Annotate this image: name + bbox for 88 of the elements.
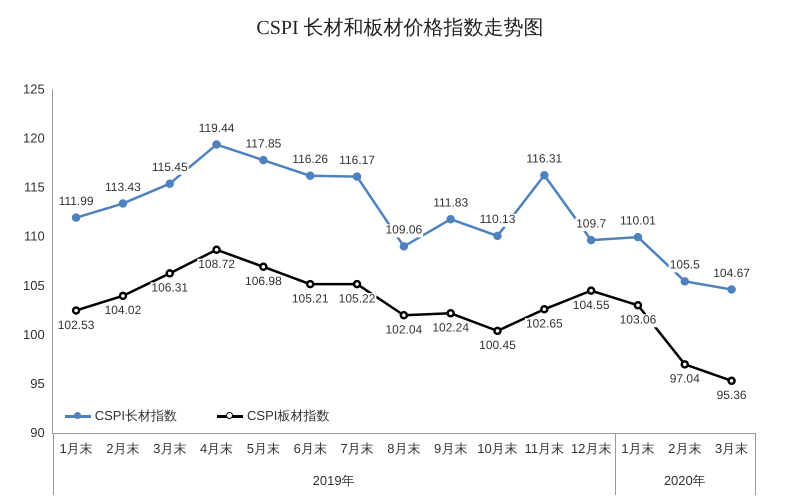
point: [680, 277, 690, 286]
point: [118, 292, 128, 300]
point: [634, 301, 642, 310]
data-label: 113.43: [105, 180, 142, 194]
x-tick-label: 12月末: [570, 440, 612, 456]
x-tick-label: 4月末: [200, 440, 234, 456]
data-label: 102.65: [526, 316, 563, 331]
y-tick-label: 120: [22, 130, 45, 146]
data-label: 110.01: [620, 213, 656, 228]
x-tick-label: 7月末: [340, 440, 374, 456]
data-label: 105.21: [292, 291, 329, 306]
point: [586, 236, 596, 244]
point: [680, 360, 690, 369]
data-label: 108.72: [198, 257, 236, 272]
data-label: 102.24: [432, 320, 470, 335]
text: 2019年: [312, 473, 355, 488]
data-label: 100.45: [479, 338, 516, 352]
point: [118, 199, 128, 208]
point: [352, 172, 362, 181]
y-tick-label: 90: [30, 424, 45, 440]
data-label: 106.31: [151, 280, 188, 295]
data-label: 116.31: [526, 152, 563, 166]
point: [446, 214, 455, 224]
x-tick-label: 1月末: [621, 440, 655, 456]
data-label: 109.06: [385, 222, 423, 237]
point: [306, 280, 314, 288]
y-tick-label: 95: [30, 376, 45, 391]
point: [586, 286, 596, 295]
point: [72, 306, 80, 315]
data-label: 111.83: [433, 196, 468, 210]
data-label: 110.13: [480, 212, 516, 226]
data-label: 106.98: [245, 274, 282, 288]
x-tick-label: 10月末: [477, 440, 518, 456]
data-label: 105.5: [670, 258, 700, 272]
data-label: 104.02: [104, 303, 142, 318]
data-label: 102.04: [385, 322, 423, 337]
point: [540, 305, 549, 314]
point: [493, 326, 502, 336]
legend-label: CSPI板材指数: [247, 407, 330, 426]
x-tick-label: 3月末: [153, 440, 186, 456]
point: [493, 232, 502, 240]
point: [540, 171, 549, 180]
point: [446, 309, 455, 318]
data-label: 104.55: [572, 298, 610, 312]
data-label: 95.36: [716, 388, 747, 402]
data-label: 97.04: [670, 372, 700, 386]
data-label: 104.67: [713, 266, 750, 280]
data-label: 109.7: [576, 216, 606, 230]
x-tick-label: 6月末: [294, 440, 327, 456]
x-tick-label: 9月末: [434, 440, 468, 456]
chart-title: CSPI 长材和板材价格指数走势图: [255, 16, 545, 41]
x-tick-label: 2月末: [106, 440, 140, 456]
y-tick-label: 105: [22, 278, 45, 293]
data-label: 116.17: [339, 152, 376, 167]
legend-label: CSPI长材指数: [94, 407, 178, 426]
text: 2020年: [664, 473, 706, 488]
point: [212, 140, 221, 149]
y-tick-label: 125: [22, 82, 45, 97]
data-label: 105.22: [338, 291, 376, 306]
data-label: 116.26: [292, 152, 328, 166]
data-label: 117.85: [245, 136, 282, 150]
x-tick-label: 2月末: [668, 440, 702, 456]
data-label: 103.06: [620, 312, 657, 327]
x-tick-label: 8月末: [387, 440, 420, 456]
point: [259, 156, 268, 164]
x-tick-label: 5月末: [246, 440, 280, 456]
data-label: 119.44: [198, 120, 235, 135]
x-tick-label: 11月末: [524, 440, 564, 456]
y-tick-label: 115: [24, 180, 45, 195]
point: [165, 269, 174, 278]
point: [72, 213, 80, 222]
y-tick-label: 100: [22, 326, 45, 342]
point: [727, 285, 736, 294]
point: [634, 232, 642, 242]
point: [400, 311, 408, 320]
data-label: 111.99: [58, 194, 94, 208]
point: [165, 179, 174, 188]
point: [306, 172, 314, 180]
x-tick-label: 3月末: [714, 440, 748, 456]
x-tick-label: 1月末: [59, 440, 93, 456]
y-tick-label: 110: [24, 228, 45, 244]
point: [727, 376, 736, 386]
point: [352, 280, 362, 288]
data-label: 102.53: [58, 318, 95, 332]
point: [259, 262, 268, 272]
point: [212, 245, 221, 254]
point: [400, 242, 408, 251]
data-label: 115.45: [152, 160, 188, 174]
